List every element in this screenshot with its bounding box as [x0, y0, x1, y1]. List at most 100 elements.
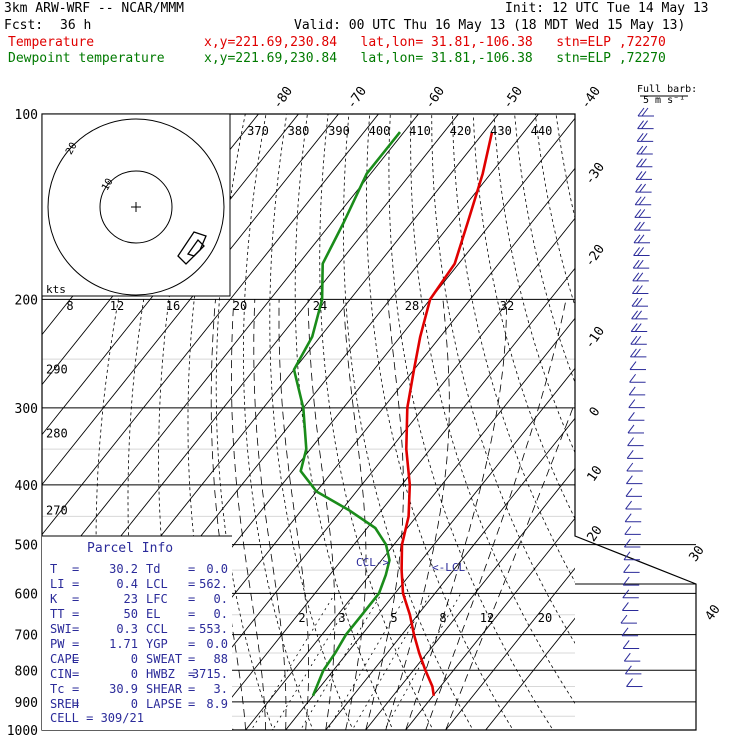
parcel-eq: = — [72, 682, 79, 696]
dry-adiabat — [187, 114, 234, 730]
mixing-ratio-line — [384, 593, 462, 730]
wind-barb-flag — [630, 348, 637, 358]
parcel-value: 0.0 — [206, 637, 228, 651]
parcel-key: Tc — [50, 682, 64, 696]
hodograph-ring-label: 10 — [100, 177, 116, 193]
wind-barb-flag — [625, 488, 633, 497]
isotherm — [165, 217, 575, 730]
wind-barb-flag — [622, 576, 630, 586]
parcel-key: K — [50, 592, 58, 606]
parcel-key: HWBZ — [146, 667, 175, 681]
hodograph-speed-label: 28 — [405, 299, 419, 313]
wind-barb-flag — [639, 171, 647, 180]
forecast-hour: 36 h — [60, 18, 92, 33]
parcel-key: TT — [50, 607, 64, 621]
mixing-ratio-label: 20 — [538, 611, 552, 625]
mixing-ratio-line — [272, 593, 356, 730]
parcel-key: LI — [50, 577, 64, 591]
thetae-label: 440 — [531, 124, 553, 138]
thetae-label: 410 — [409, 124, 431, 138]
wind-barb-flag — [633, 247, 640, 256]
thetae-label: 420 — [450, 124, 472, 138]
wind-barb-flag — [624, 513, 632, 523]
wind-barb-flag — [638, 196, 646, 206]
mixing-ratio-label: 2 — [298, 611, 305, 625]
wind-barb-flag — [626, 462, 634, 472]
wind-barb-flag — [637, 107, 645, 117]
mixing-ratio-label: 8 — [439, 611, 446, 625]
dry-adiabat — [701, 114, 740, 740]
dry-adiabat — [472, 114, 575, 520]
isotherm — [42, 114, 300, 436]
wind-barb-flag — [620, 614, 628, 624]
temperature-tick-label: 30 — [686, 543, 707, 564]
dewpoint-legend: Dewpoint temperature — [8, 51, 165, 66]
wind-barb-flag — [632, 285, 639, 294]
wind-barb-flag — [639, 183, 646, 193]
wind-barb-flag — [623, 564, 630, 573]
parcel-value: 0 — [131, 697, 138, 711]
parcel-value: 0. — [214, 592, 228, 606]
pressure-tick-label: 300 — [15, 402, 38, 417]
parcel-key: EL — [146, 607, 160, 621]
theta-label: 290 — [46, 363, 68, 377]
wind-barb-flag — [636, 272, 644, 282]
theta-label: 280 — [46, 426, 68, 440]
wind-barb-flag — [621, 627, 629, 637]
parcel-eq: = — [72, 697, 79, 711]
parcel-value: 1.71 — [109, 637, 138, 651]
isotherm — [365, 467, 575, 730]
isotherm — [42, 114, 380, 536]
wind-barb-flag — [636, 259, 644, 269]
wind-barb-flag — [631, 297, 639, 307]
parcel-value: 0 — [131, 667, 138, 681]
dry-adiabat — [598, 114, 740, 740]
hodograph-units: kts — [46, 283, 66, 296]
pressure-tick-label: 800 — [15, 664, 38, 679]
wind-barb-flag — [636, 133, 644, 142]
parcel-key: CIN — [50, 667, 72, 681]
model-title: 3km ARW-WRF -- NCAR/MMM — [4, 1, 185, 16]
dry-adiabat — [410, 114, 575, 704]
parcel-eq: = — [72, 577, 79, 591]
wind-barb-flag — [626, 450, 634, 459]
parcel-value: 0.4 — [116, 577, 138, 591]
isotherm — [485, 617, 575, 730]
isotherm — [42, 114, 420, 586]
hodograph-speed-label: 8 — [66, 299, 73, 313]
mixing-ratio-label: 3 — [338, 611, 345, 625]
hodograph-speed-label: 12 — [110, 299, 124, 313]
dry-adiabat — [388, 114, 554, 730]
isotherm — [205, 267, 575, 730]
dry-adiabat — [639, 114, 740, 740]
wind-barb-flag — [628, 386, 636, 396]
dry-adiabat — [555, 114, 575, 220]
parcel-key: LCL — [146, 577, 168, 591]
isotherm — [245, 317, 575, 730]
init-time: Init: 12 UTC Tue 14 May 13 — [505, 1, 709, 16]
wind-barb-flag — [627, 437, 634, 446]
pressure-tick-label: 500 — [15, 539, 38, 554]
pressure-tick-label: 900 — [15, 696, 38, 711]
wind-barbs: Full barb:5 m s⁻¹ — [620, 84, 697, 688]
dry-adiabat — [618, 114, 740, 740]
wind-barb-flag — [641, 107, 649, 117]
moist-adiabat — [343, 299, 367, 730]
hodograph-ring-outer — [47, 118, 225, 296]
moist-adiabat — [385, 299, 450, 730]
wind-barb-flag — [628, 411, 635, 421]
wind-barb-flag — [640, 158, 647, 168]
parcel-eq: = — [72, 622, 79, 636]
temperature-tick-label: 40 — [702, 602, 723, 623]
forecast-label: Fcst: — [4, 18, 44, 33]
valid-time: Valid: 00 UTC Thu 16 May 13 (18 MDT Wed … — [294, 18, 686, 33]
moist-adiabat — [365, 299, 404, 730]
wind-barb-flag — [632, 259, 640, 269]
dry-adiabat — [343, 114, 474, 730]
barb-legend-value: 5 m s⁻¹ — [643, 95, 685, 106]
moist-adiabat — [278, 299, 309, 730]
parcel-key: CCL — [146, 622, 168, 636]
wind-barb-flag — [634, 196, 642, 206]
hodograph-trace — [177, 231, 207, 265]
